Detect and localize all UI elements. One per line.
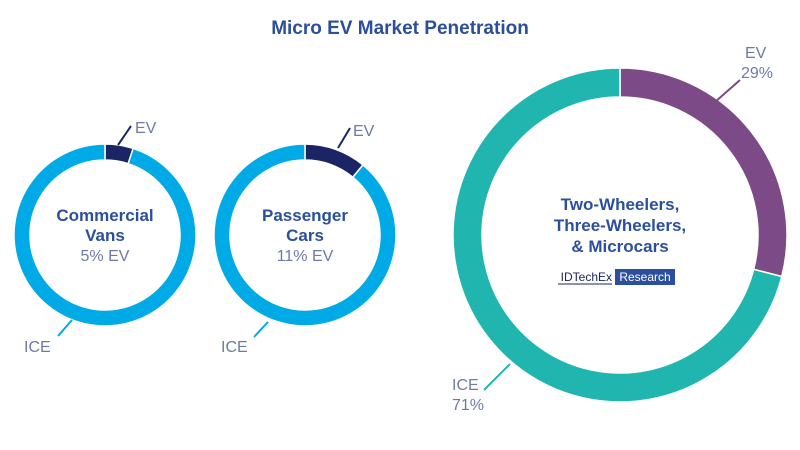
slice-label-ev: EV [745,45,767,62]
leader-line [57,319,73,337]
slice-label-ev: 29% [741,65,773,82]
slice-ev [304,143,365,179]
slice-label-ice: ICE [24,339,51,356]
slice-label-ev: EV [353,123,375,140]
slice-ice [13,143,197,327]
center-title: Vans [85,226,125,245]
slice-label-ice: ICE [452,377,479,394]
leader-line [337,127,351,149]
logo-research: Research [619,270,670,284]
slice-label-ice: ICE [221,339,248,356]
logo-idtechex: IDTechEx [561,270,612,284]
slice-label-ice: 71% [452,397,484,414]
donut-chart-3: Two-Wheelers, Three-Wheelers, & Microcars I… [452,45,788,414]
slice-ice [452,67,783,403]
center-title: Three-Wheelers, [554,216,686,235]
logo-badge [615,269,675,285]
center-title: Commercial [56,206,153,225]
leader-line [253,321,269,338]
leader-line [714,79,741,103]
chart-title: Micro EV Market Penetration [271,18,529,39]
slice-ice [213,143,397,327]
center-subtitle: 11% EV [277,248,334,265]
leader-line [117,125,132,146]
leader-line [483,363,511,391]
center-title: Passenger [262,206,348,225]
center-title: Cars [286,226,324,245]
center-title: Two-Wheelers, [561,195,680,214]
center-subtitle: 5% EV [81,248,130,265]
slice-label-ev: EV [135,120,157,137]
center-title: & Microcars [571,237,668,256]
